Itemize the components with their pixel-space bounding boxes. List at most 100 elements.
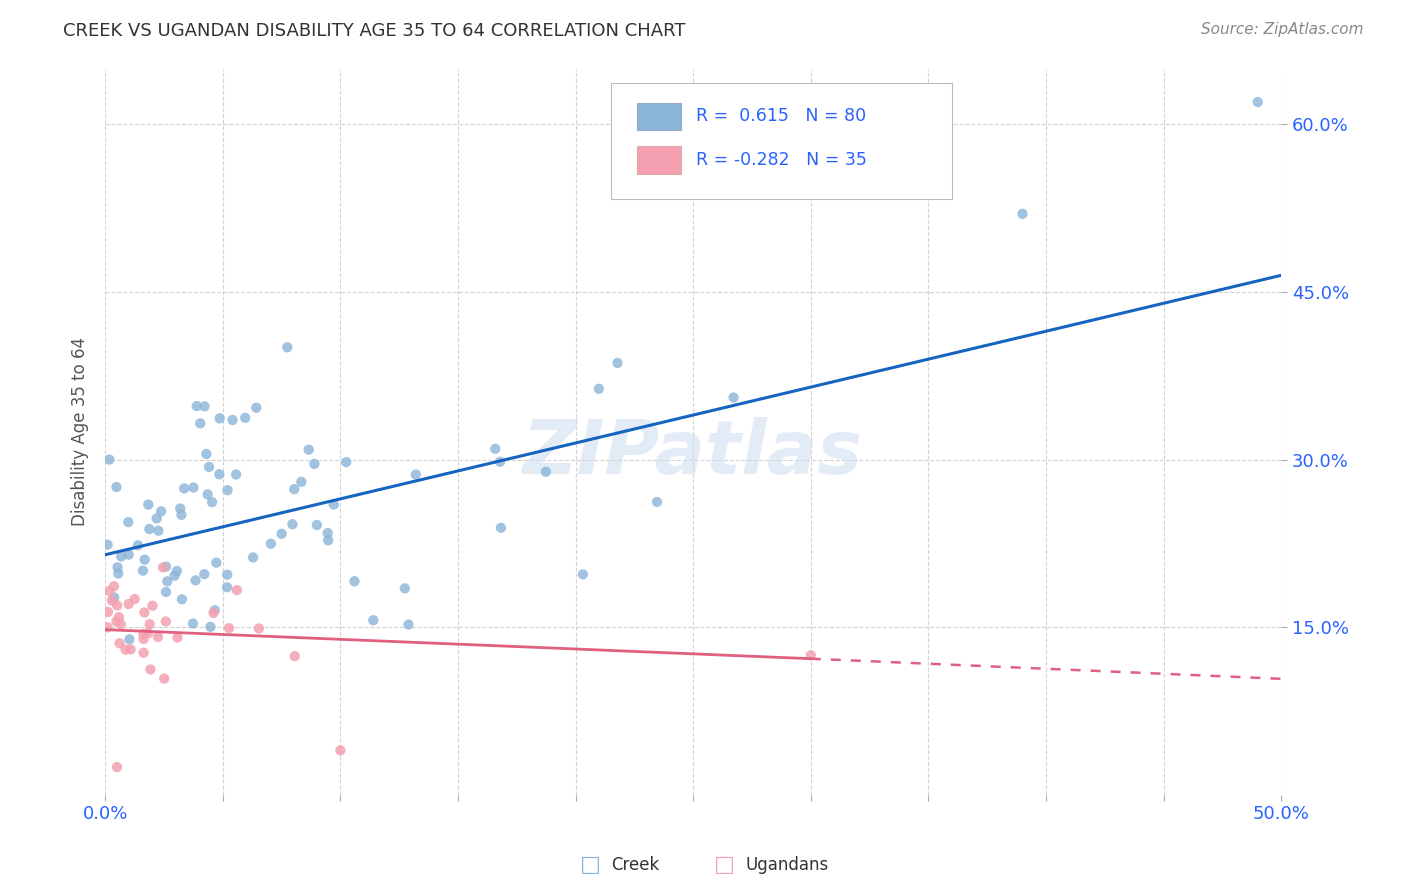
Text: R =  0.615   N = 80: R = 0.615 N = 80 (696, 107, 866, 126)
Point (283, 482, 305, 496)
Point (276, 340, 298, 354)
Point (572, 567, 595, 582)
Point (218, 621, 240, 635)
Point (127, 538, 149, 552)
Point (124, 592, 146, 607)
Point (97, 538, 120, 552)
Point (97, 605, 120, 619)
Point (134, 606, 156, 620)
Point (118, 632, 141, 647)
Point (169, 501, 191, 516)
Point (152, 560, 174, 574)
Point (110, 617, 132, 632)
Point (335, 455, 357, 469)
Point (800, 648, 823, 663)
Point (398, 617, 420, 632)
Point (188, 417, 211, 431)
Point (489, 455, 512, 469)
Point (132, 627, 155, 641)
Point (146, 630, 169, 644)
Point (290, 475, 312, 489)
Point (156, 574, 179, 589)
Point (117, 597, 139, 611)
Point (204, 603, 226, 617)
Point (606, 356, 628, 370)
Point (723, 391, 745, 405)
Point (298, 442, 321, 457)
Point (103, 591, 125, 605)
Point (217, 483, 239, 498)
Point (284, 649, 307, 664)
Text: CREEK VS UGANDAN DISABILITY AGE 35 TO 64 CORRELATION CHART: CREEK VS UGANDAN DISABILITY AGE 35 TO 64… (63, 22, 686, 40)
Point (645, 495, 668, 509)
Point (484, 442, 506, 456)
FancyBboxPatch shape (612, 83, 952, 199)
FancyBboxPatch shape (637, 146, 682, 174)
Point (316, 533, 339, 548)
Point (316, 526, 339, 541)
Point (155, 585, 177, 599)
Point (98, 584, 121, 599)
Point (193, 400, 215, 414)
Point (329, 743, 352, 757)
Point (205, 556, 228, 570)
Point (489, 521, 512, 535)
Text: □: □ (581, 855, 600, 875)
Point (114, 642, 136, 657)
Point (1247, 95, 1270, 109)
Point (170, 592, 193, 607)
Point (588, 382, 610, 396)
Point (163, 568, 186, 582)
Text: R = -0.282   N = 35: R = -0.282 N = 35 (696, 151, 866, 169)
Point (242, 550, 264, 565)
Point (134, 552, 156, 566)
Text: Ugandans: Ugandans (745, 856, 828, 874)
Point (98, 452, 121, 467)
Text: □: □ (714, 855, 734, 875)
Point (186, 399, 208, 413)
Point (170, 508, 193, 522)
Point (181, 616, 204, 631)
Y-axis label: Disability Age 35 to 64: Disability Age 35 to 64 (72, 337, 89, 526)
Point (304, 457, 326, 471)
Point (233, 410, 256, 425)
Point (138, 522, 160, 536)
Point (215, 580, 238, 594)
FancyBboxPatch shape (637, 103, 682, 130)
Point (245, 401, 267, 415)
Point (1011, 207, 1033, 221)
Point (322, 498, 344, 512)
Point (108, 610, 131, 624)
Point (105, 599, 128, 613)
Point (101, 593, 124, 607)
Point (197, 487, 219, 501)
Point (138, 617, 160, 632)
Point (117, 515, 139, 529)
Point (136, 498, 159, 512)
Point (534, 465, 557, 479)
Point (103, 579, 125, 593)
Point (120, 642, 142, 657)
Point (105, 615, 128, 629)
Point (150, 504, 173, 518)
Point (201, 495, 224, 509)
Point (195, 447, 218, 461)
Point (145, 511, 167, 525)
Point (305, 518, 328, 533)
Point (405, 467, 427, 482)
Point (225, 467, 247, 482)
Text: ZIPatlas: ZIPatlas (523, 417, 863, 490)
Point (217, 567, 239, 582)
Point (225, 583, 247, 598)
Point (183, 481, 205, 495)
Point (107, 566, 129, 581)
Point (132, 632, 155, 646)
Point (281, 517, 304, 532)
Text: Source: ZipAtlas.com: Source: ZipAtlas.com (1201, 22, 1364, 37)
Point (155, 559, 177, 574)
Point (221, 413, 243, 427)
Point (148, 524, 170, 538)
Point (141, 599, 163, 613)
Point (208, 467, 231, 482)
Point (200, 620, 222, 634)
